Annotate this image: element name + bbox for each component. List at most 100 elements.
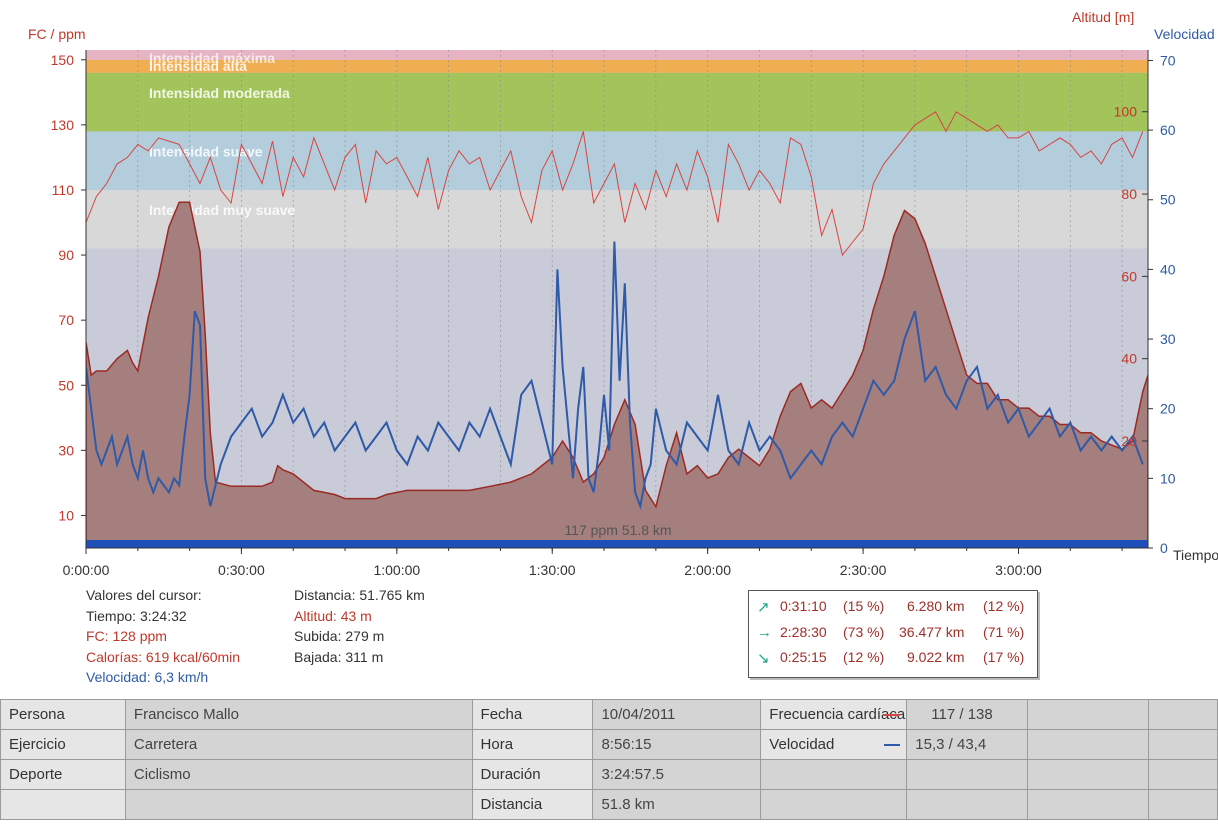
empty-cell	[906, 759, 1029, 790]
cursor-time: Tiempo: 3:24:32	[86, 607, 187, 624]
speed-tick-label: 60	[1160, 122, 1176, 138]
speed-tick-label: 20	[1160, 401, 1176, 417]
summary-time-pct: (15 %)	[843, 598, 885, 614]
bottom-bar	[86, 540, 1148, 548]
summary-dist-pct: (71 %)	[983, 624, 1025, 640]
slope-summary-box: ↗ 0:31:10 (15 %) 6.280 km (12 %) → 2:28:…	[748, 590, 1038, 678]
zone-band	[86, 189, 1148, 249]
speed-tick-label: 40	[1160, 261, 1176, 277]
hr-tick-label: 150	[51, 52, 75, 68]
hr-tick-label: 70	[58, 312, 74, 328]
altitude-tick-label: 60	[1121, 268, 1137, 284]
downhill-arrow-icon: ↘	[757, 650, 770, 667]
cursor-title: Valores del cursor:	[86, 587, 202, 603]
empty-cell	[1027, 759, 1150, 790]
x-tick-label: 1:00:00	[373, 562, 420, 578]
empty-cell	[1148, 759, 1218, 790]
cursor-values-right: Distancia: 51.765 km Altitud: 43 m Subid…	[294, 585, 425, 667]
hr-tick-label: 50	[58, 377, 74, 393]
empty-cell	[760, 759, 908, 790]
empty-cell	[906, 789, 1029, 820]
ejercicio-value: Carretera	[124, 729, 473, 760]
summary-time-pct: (12 %)	[843, 649, 885, 665]
vel-value: 15,3 / 43,4	[906, 729, 1029, 760]
summary-dist-pct: (17 %)	[983, 649, 1025, 665]
summary-dist: 6.280 km	[907, 598, 965, 614]
empty-cell	[124, 789, 473, 820]
zone-band	[86, 72, 1148, 132]
altitude-tick-label: 20	[1121, 433, 1137, 449]
summary-time-pct: (73 %)	[843, 624, 885, 640]
hr-tick-label: 30	[58, 442, 74, 458]
cursor-hr: FC: 128 ppm	[86, 628, 167, 644]
altitude-tick-label: 80	[1121, 186, 1137, 202]
fecha-label: Fecha	[471, 699, 594, 730]
hr-tick-label: 90	[58, 247, 74, 263]
x-tick-label: 1:30:00	[529, 562, 576, 578]
heart-rate-line	[86, 111, 1144, 257]
chart-annotation: 117 ppm 51.8 km	[564, 522, 671, 538]
flat-arrow-icon: →	[757, 624, 772, 641]
left-axis-title: FC / ppm	[28, 26, 86, 42]
summary-time: 0:31:10	[780, 598, 827, 614]
empty-cell	[1148, 699, 1218, 730]
speed-legend-swatch	[884, 744, 901, 746]
summary-row-flat: → 2:28:30 (73 %) 36.477 km (71 %)	[749, 624, 1037, 648]
x-axis-title: Tiempo	[1173, 547, 1218, 563]
speed-axis-title: Velocidad	[1154, 26, 1215, 42]
ejercicio-label: Ejercicio	[0, 729, 126, 760]
summary-dist-pct: (12 %)	[983, 598, 1025, 614]
x-tick-label: 0:30:00	[218, 562, 265, 578]
hora-label: Hora	[471, 729, 594, 760]
empty-cell	[760, 789, 908, 820]
cursor-distance: Distancia: 51.765 km	[294, 587, 425, 603]
deporte-value: Ciclismo	[124, 759, 473, 790]
zone-label: Intensidad suave	[149, 143, 263, 159]
cursor-calories: Calorías: 619 kcal/60min	[86, 648, 241, 665]
altitude-tick-label: 40	[1121, 351, 1137, 367]
duracion-value: 3:24:57.5	[592, 759, 762, 790]
cursor-descent: Bajada: 311 m	[294, 648, 384, 665]
speed-tick-label: 0	[1160, 540, 1168, 556]
table-row: Distancia 51.8 km	[0, 789, 1218, 820]
x-tick-label: 2:00:00	[684, 562, 731, 578]
speed-tick-label: 70	[1160, 52, 1176, 68]
zone-label: Intensidad alta	[149, 58, 247, 74]
x-tick-label: 2:30:00	[840, 562, 887, 578]
zone-band	[86, 59, 1148, 73]
hr-tick-label: 130	[51, 117, 75, 133]
x-tick-label: 3:00:00	[995, 562, 1042, 578]
speed-line	[86, 241, 1144, 510]
fecha-value: 10/04/2011	[592, 699, 762, 730]
empty-cell	[0, 789, 126, 820]
summary-dist: 36.477 km	[899, 624, 965, 640]
x-tick-label: 0:00:00	[63, 562, 110, 578]
empty-cell	[1027, 699, 1150, 730]
hr-legend-swatch	[884, 714, 901, 716]
empty-cell	[1027, 729, 1150, 760]
duracion-label: Duración	[471, 759, 594, 790]
speed-tick-label: 50	[1160, 192, 1176, 208]
cursor-speed: Velocidad: 6,3 km/h	[86, 669, 209, 685]
altitude-axis-title: Altitud [m]	[1072, 9, 1134, 25]
cursor-values-left: Valores del cursor: Tiempo: 3:24:32 FC: …	[86, 585, 240, 688]
speed-tick-label: 10	[1160, 470, 1176, 486]
persona-value: Francisco Mallo	[124, 699, 473, 730]
vel-label-text: Velocidad	[769, 736, 835, 753]
summary-row-uphill: ↗ 0:31:10 (15 %) 6.280 km (12 %)	[749, 598, 1037, 622]
table-row: Ejercicio Carretera Hora 8:56:15 Velocid…	[0, 729, 1218, 760]
vel-label: Velocidad	[760, 729, 908, 760]
summary-row-downhill: ↘ 0:25:15 (12 %) 9.022 km (17 %)	[749, 649, 1037, 673]
empty-cell	[1027, 789, 1150, 820]
persona-label: Persona	[0, 699, 126, 730]
hora-value: 8:56:15	[592, 729, 762, 760]
uphill-arrow-icon: ↗	[757, 599, 770, 616]
cursor-altitude: Altitud: 43 m	[294, 607, 372, 624]
session-info-table: Persona Francisco Mallo Fecha 10/04/2011…	[0, 699, 1218, 820]
empty-cell	[1148, 789, 1218, 820]
zone-label: Intensidad muy suave	[149, 202, 295, 218]
table-row: Deporte Ciclismo Duración 3:24:57.5	[0, 759, 1218, 790]
summary-dist: 9.022 km	[907, 649, 965, 665]
hr-tick-label: 110	[52, 182, 75, 198]
activity-chart: Intensidad muy suave Intensidad suave Inte…	[28, 9, 1218, 578]
